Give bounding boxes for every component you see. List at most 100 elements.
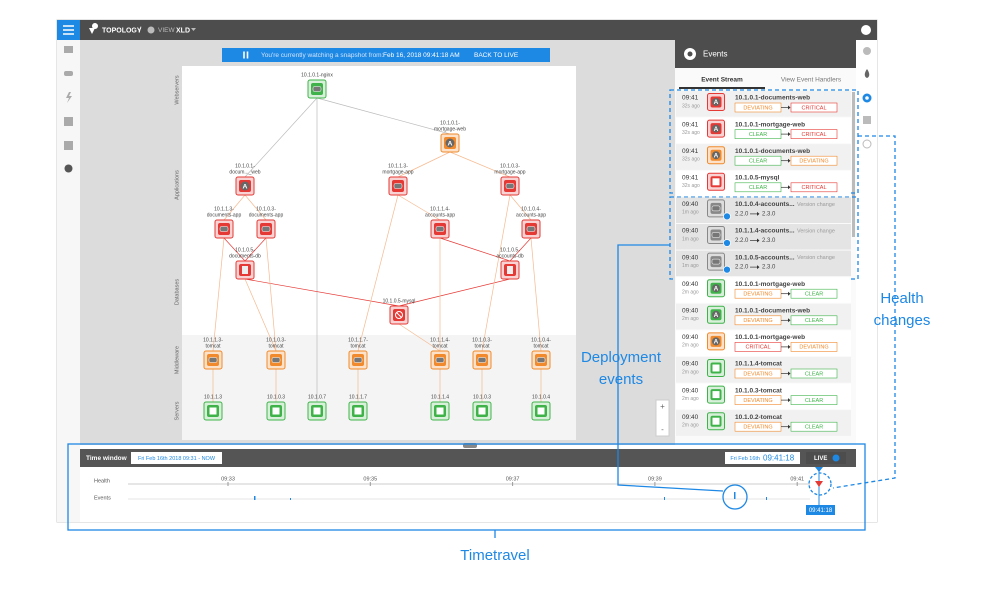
sidebar-icons — [64, 46, 73, 173]
topology-node[interactable]: 10.1.1.3-tomcat — [203, 337, 223, 370]
node-glyph — [505, 183, 515, 189]
topology-node[interactable]: 10.1.0.5-documents-db — [229, 247, 261, 280]
event-name: 10.1.0.1-mortgage-web — [735, 121, 805, 128]
node-badge: A — [243, 183, 248, 190]
node-glyph — [395, 311, 403, 319]
version-to: 2.3.0 — [762, 265, 776, 271]
node-label: tomcat — [432, 343, 448, 349]
nav-icon[interactable] — [64, 46, 73, 53]
topology-node[interactable]: 10.1.0.3 — [266, 394, 286, 421]
event-row[interactable]: 09:40 2m ago 10.1.0.2-tomcat DEVIATING CLEAR — [676, 410, 851, 436]
nav-icon[interactable] — [64, 164, 73, 173]
node-label: 10.1.0.3- — [266, 337, 286, 343]
node-badge-ring — [712, 284, 720, 293]
scrollbar[interactable] — [852, 92, 855, 237]
topology-node[interactable]: 10.1.0.4-tomcat — [531, 337, 551, 370]
node-glyph — [712, 178, 720, 186]
event-name: 10.1.0.5-accounts... — [735, 254, 795, 261]
topology-node[interactable]: 10.1.0.3 — [472, 394, 492, 421]
event-row[interactable]: 09:40 2m ago 10.1.0.3-tomcat DEVIATING CLEAR — [676, 383, 851, 410]
topology-node[interactable]: 10.1.1.4 — [430, 394, 450, 421]
range-box[interactable] — [131, 452, 222, 464]
node-glyph — [436, 407, 444, 415]
event-row[interactable]: 09:40 1m ago 10.1.0.5-accounts... Version c… — [676, 250, 851, 277]
node-label: 10.1.1.7 — [349, 394, 367, 400]
topology-node[interactable]: 10.1.1.4-tomcat — [430, 337, 450, 370]
event-row[interactable]: 09:40 1m ago 10.1.0.4-accounts... Version c… — [676, 197, 851, 223]
time-box[interactable] — [725, 452, 800, 464]
topology-node[interactable]: 10.1.0.4-accounts-app — [516, 206, 546, 239]
topology-node[interactable]: A 10.1.0.1-mortgage-web — [434, 120, 466, 153]
topology-node[interactable]: 10.1.0.3-tomcat — [266, 337, 286, 370]
status-label: DEVIATING — [743, 318, 772, 324]
timeline-range[interactable]: Fri Feb 16th 2018 09:31 - NOW — [138, 456, 216, 462]
events-tab[interactable]: Event Stream — [701, 77, 743, 84]
topology-node[interactable]: A 10.1.0.1-docum..._web — [229, 163, 261, 196]
zoom-button[interactable]: + — [660, 402, 665, 411]
event-name: 10.1.0.1-mortgage-web — [735, 334, 805, 341]
node-glyph — [477, 357, 487, 363]
node-glyph — [711, 258, 721, 265]
live-label[interactable]: LIVE — [814, 456, 827, 462]
nav-icon[interactable] — [66, 92, 72, 103]
arrow-head — [788, 424, 791, 429]
topology-node[interactable]: 10.1.1.7-tomcat — [348, 337, 368, 370]
event-time: 09:40 — [682, 414, 699, 421]
pause-icon[interactable] — [243, 51, 249, 59]
marker-head[interactable] — [815, 467, 823, 472]
topology-node[interactable]: 10.1.0.3-tomcat — [472, 337, 492, 370]
topology-node[interactable]: 10.1.0.3-documents-app — [249, 206, 284, 239]
view-name[interactable]: XLD — [176, 27, 190, 34]
node-badge-ring — [712, 151, 720, 160]
right-icon[interactable] — [863, 47, 871, 55]
topology-node[interactable]: 10.1.1.3 — [203, 394, 223, 421]
events-tab[interactable]: View Event Handlers — [781, 77, 842, 84]
topology-node[interactable]: 10.1.1.3-documents-app — [207, 206, 242, 239]
topology-node[interactable]: 10.1.0.3-mortgage-app — [494, 163, 526, 196]
nav-icon[interactable] — [64, 71, 73, 76]
event-row[interactable]: 09:40 2m ago A 10.1.0.1-mortgage-web DEVIATI… — [676, 277, 851, 303]
right-icon[interactable] — [862, 139, 872, 149]
topology-node[interactable]: 10.1.1.4-accounts-app — [425, 206, 455, 239]
topology-node[interactable]: 10.1.0.5-accounts-db — [496, 247, 524, 280]
event-name: 10.1.0.1-documents-web — [735, 148, 810, 155]
event-row[interactable]: 09:41 32s ago A 10.1.0.1-documents-web CLEAR… — [676, 144, 851, 170]
event-row[interactable]: 09:40 2m ago A 10.1.0.1-mortgage-web CRITICA… — [676, 330, 851, 356]
status-label: DEVIATING — [743, 424, 772, 430]
event-row[interactable]: 09:41 32s ago A 10.1.0.1-mortgage-web CLEAR C… — [676, 117, 851, 144]
topology-node[interactable]: 10.1.0.5-mysql — [383, 298, 416, 325]
live-icon — [832, 454, 840, 462]
node-label: 10.1.0.3- — [472, 337, 492, 343]
deployment-connector — [617, 244, 724, 492]
view-caret[interactable] — [191, 28, 196, 31]
banner-timestamp: Feb 16, 2018 09:41:18 AM — [383, 52, 460, 59]
topology-node[interactable]: 10.1.0.1-nginx — [301, 72, 333, 99]
topology-node[interactable]: 10.1.1.7 — [348, 394, 368, 421]
node-label: documents-app — [249, 212, 284, 218]
status-label: CLEAR — [805, 318, 823, 324]
timeline-tick-label: 09:41 — [790, 476, 804, 482]
nav-icon[interactable] — [64, 141, 73, 150]
right-icon[interactable] — [863, 116, 871, 124]
node-glyph — [312, 86, 322, 92]
back-to-live[interactable]: BACK TO LIVE — [474, 52, 519, 59]
node-label: 10.1.1.4 — [431, 394, 449, 400]
nav-icon[interactable] — [64, 117, 73, 126]
edge — [244, 278, 277, 352]
status-label: CRITICAL — [801, 105, 826, 111]
topology-node[interactable]: 10.1.0.7 — [307, 394, 327, 421]
node-label: 10.1.0.5- — [235, 247, 255, 253]
right-icon[interactable] — [864, 69, 870, 78]
topology-node[interactable]: 10.1.0.4 — [531, 394, 551, 421]
zoom-control — [655, 399, 670, 437]
arrow-head — [757, 265, 760, 270]
zoom-button[interactable]: - — [661, 425, 664, 434]
edge — [223, 237, 246, 262]
user-icon[interactable] — [861, 25, 871, 35]
topology-node[interactable]: 10.1.1.3-mortgage-app — [382, 163, 414, 196]
